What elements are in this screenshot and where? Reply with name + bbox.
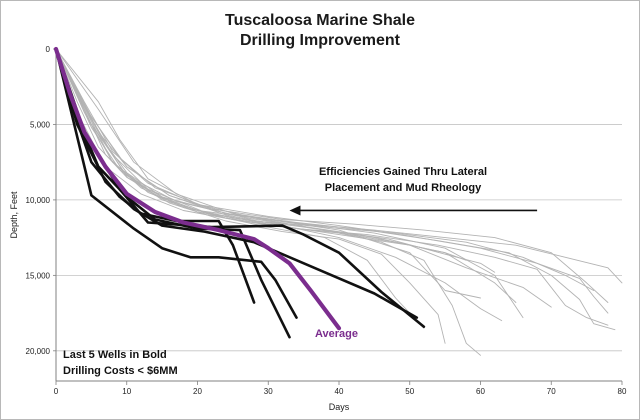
thin-well-line-6 — [55, 48, 609, 314]
gridlines — [56, 124, 622, 352]
x-tick-label: 40 — [335, 387, 344, 396]
chart-title: Tuscaloosa Marine Shale — [225, 12, 415, 29]
thin-well-line-14 — [55, 48, 552, 308]
bold-well-line-19 — [54, 47, 419, 319]
bold-well-line-20 — [54, 47, 298, 319]
annotation-arrowhead — [289, 205, 301, 216]
average-series-line — [53, 46, 342, 331]
average-label: Average — [315, 328, 358, 340]
thin-well-line-8 — [55, 48, 609, 326]
thin-well-line-13 — [55, 48, 524, 319]
series-lines — [53, 46, 623, 356]
x-tick-label: 0 — [54, 387, 59, 396]
x-tick-label: 50 — [405, 387, 414, 396]
x-tick-label: 30 — [264, 387, 273, 396]
x-tick-label: 20 — [193, 387, 202, 396]
tick-labels: 0 5,000 10,000 15,000 20,000 0 10 20 30 40 50 60 70 8… — [26, 45, 627, 396]
x-tick-label: 10 — [122, 387, 131, 396]
y-tick-label: 10,000 — [26, 196, 51, 205]
chart-subtitle: Drilling Improvement — [240, 32, 401, 49]
y-axis-label: Depth, Feet — [9, 191, 19, 239]
annotation-text-line1: Efficiencies Gained Thru Lateral — [319, 166, 487, 178]
efficiency-annotation: Efficiencies Gained Thru Lateral Placeme… — [289, 166, 538, 216]
x-tick-label: 60 — [476, 387, 485, 396]
note-line1: Last 5 Wells in Bold — [63, 349, 167, 361]
y-tick-label: 15,000 — [26, 271, 51, 280]
y-tick-label: 20,000 — [26, 347, 51, 356]
note-line2: Drilling Costs < $6MM — [63, 365, 178, 377]
thin-well-line-11 — [55, 48, 425, 329]
thin-well-line-9 — [55, 48, 481, 356]
x-axis-label: Days — [329, 402, 350, 412]
annotation-text-line2: Placement and Mud Rheology — [325, 182, 482, 194]
y-tick-label: 0 — [46, 45, 51, 54]
x-tick-label: 80 — [618, 387, 627, 396]
y-tick-label: 5,000 — [30, 120, 51, 129]
x-tick-label: 70 — [547, 387, 556, 396]
thin-well-line-15 — [55, 48, 496, 273]
